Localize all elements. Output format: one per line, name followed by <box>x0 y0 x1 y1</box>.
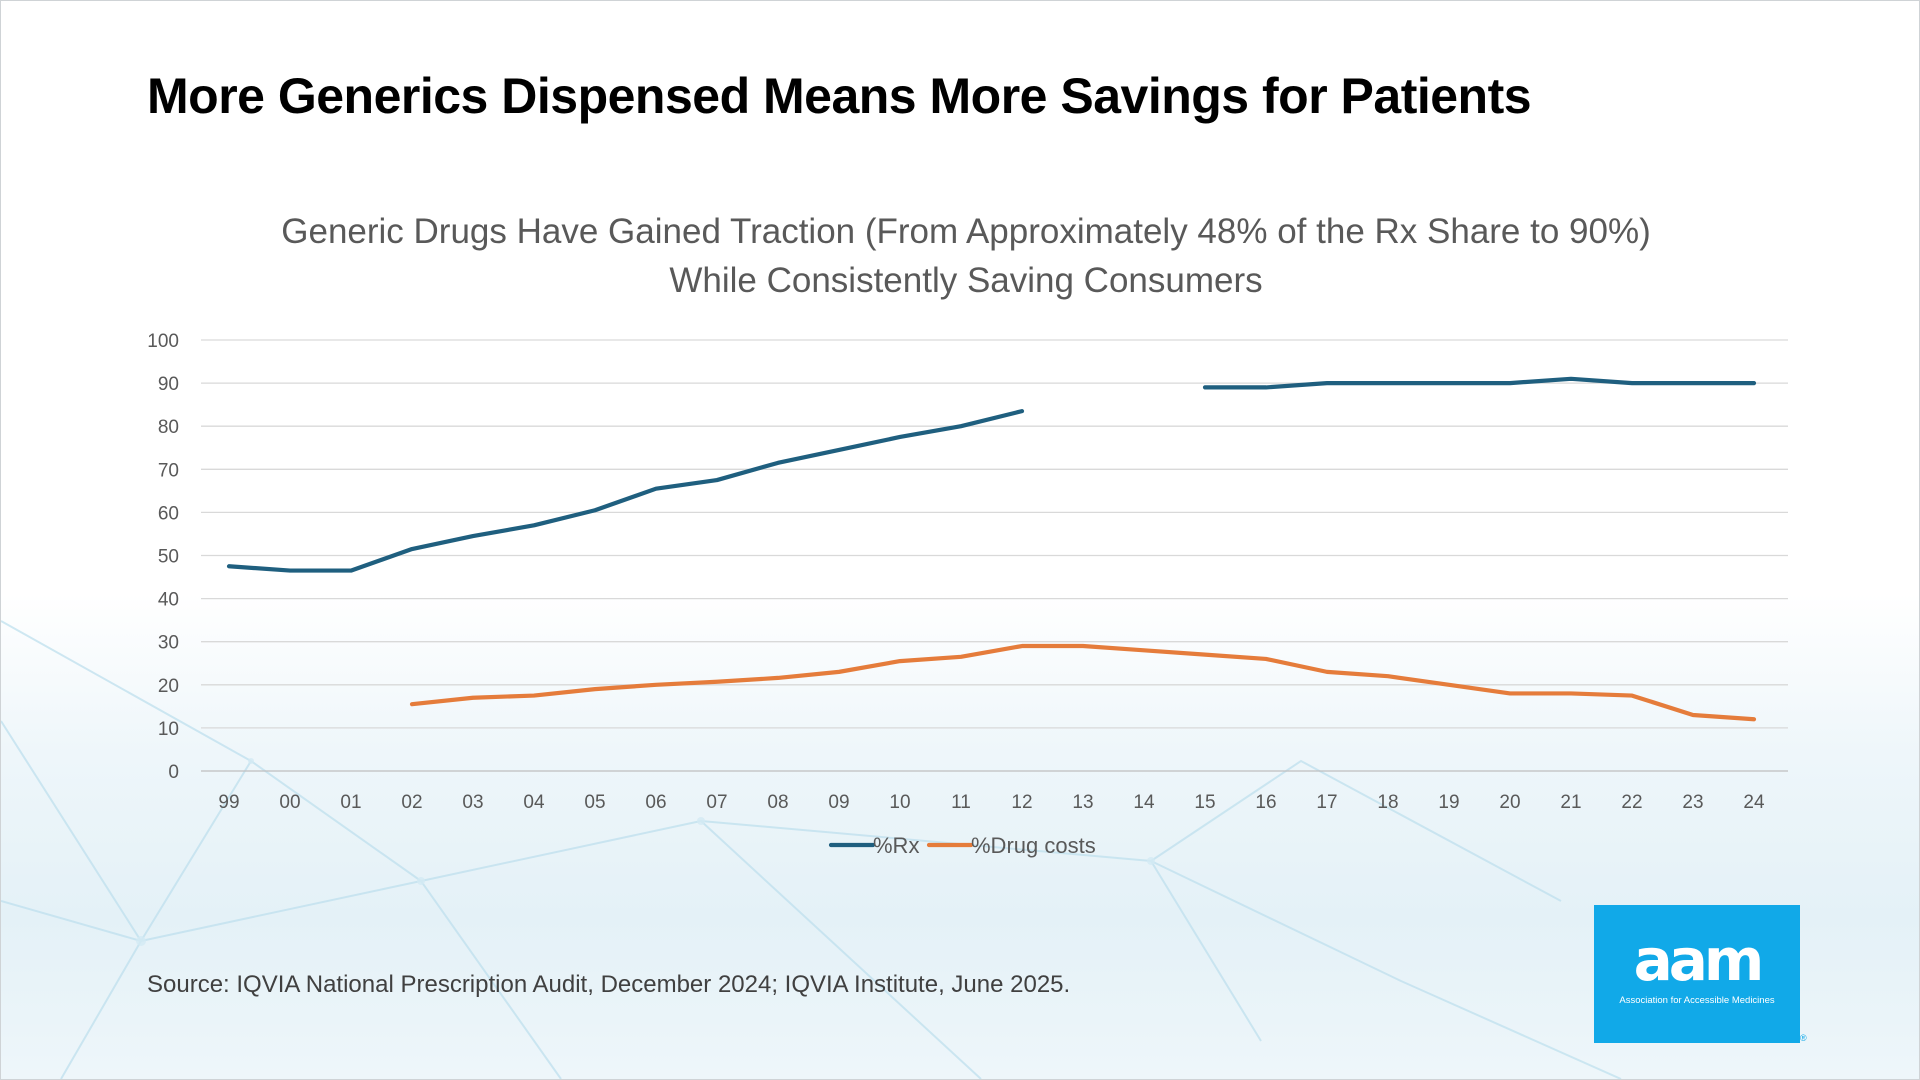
x-tick-label: 22 <box>1621 792 1642 813</box>
x-tick-label: 24 <box>1743 792 1765 813</box>
x-tick-label: 09 <box>828 792 849 813</box>
y-tick-label: 80 <box>158 417 179 438</box>
chart-title: Generic Drugs Have Gained Traction (From… <box>281 212 1651 300</box>
series-line <box>1202 376 1757 390</box>
logo-tagline: Association for Accessible Medicines <box>1619 995 1775 1006</box>
x-tick-label: 99 <box>218 792 239 813</box>
x-tick-label: 18 <box>1377 792 1398 813</box>
x-tick-label: 20 <box>1499 792 1520 813</box>
x-tick-label: 05 <box>584 792 605 813</box>
x-tick-label: 17 <box>1316 792 1337 813</box>
x-tick-label: 21 <box>1560 792 1581 813</box>
x-tick-label: 06 <box>645 792 666 813</box>
x-tick-label: 03 <box>462 792 483 813</box>
y-tick-label: 20 <box>158 676 179 697</box>
x-tick-label: 13 <box>1072 792 1093 813</box>
x-tick-label: 23 <box>1682 792 1703 813</box>
y-tick-label: 40 <box>158 590 179 611</box>
logo-wordmark: aam <box>1633 926 1765 994</box>
series-line <box>409 643 1757 722</box>
aam-logo: aam Association for Accessible Medicines <box>1594 905 1800 1043</box>
y-tick-label: 0 <box>168 762 179 783</box>
y-tick-label: 50 <box>158 547 179 568</box>
registered-mark: ® <box>1800 1033 1807 1043</box>
x-tick-label: 07 <box>706 792 727 813</box>
x-tick-label: 01 <box>340 792 361 813</box>
x-tick-label: 00 <box>279 792 300 813</box>
x-tick-label: 11 <box>951 792 971 813</box>
x-tick-label: 14 <box>1133 792 1155 813</box>
x-tick-label: 15 <box>1194 792 1215 813</box>
x-tick-label: 19 <box>1438 792 1459 813</box>
y-tick-label: 30 <box>158 633 179 654</box>
x-tick-label: 04 <box>523 792 545 813</box>
y-tick-label: 100 <box>147 331 179 352</box>
x-tick-label: 10 <box>889 792 910 813</box>
x-tick-label: 16 <box>1255 792 1276 813</box>
legend-label: %Rx <box>873 833 919 858</box>
series-line <box>226 409 1025 573</box>
x-tick-label: 08 <box>767 792 788 813</box>
y-tick-label: 70 <box>158 460 179 481</box>
y-tick-label: 60 <box>158 503 179 524</box>
slide-title: More Generics Dispensed Means More Savin… <box>147 68 1532 124</box>
y-tick-label: 10 <box>158 719 179 740</box>
x-tick-label: 12 <box>1011 792 1032 813</box>
source-note: Source: IQVIA National Prescription Audi… <box>147 971 1071 998</box>
y-tick-label: 90 <box>158 374 179 395</box>
legend-label: %Drug costs <box>971 833 1096 858</box>
x-tick-label: 02 <box>401 792 422 813</box>
